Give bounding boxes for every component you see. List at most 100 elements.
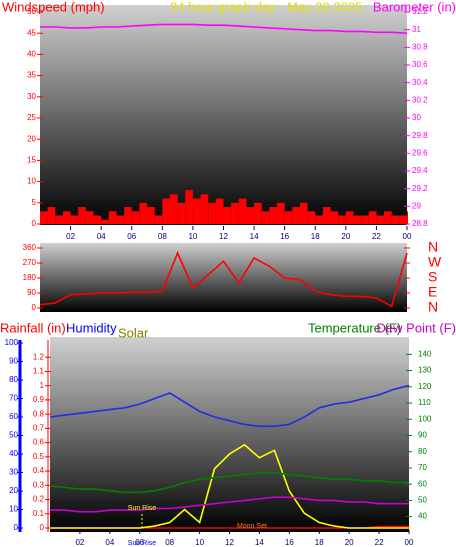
wind-bar: [353, 215, 362, 224]
y3-tick-label: 0.2: [33, 495, 45, 504]
y3-tick-label: 0.7: [33, 423, 45, 432]
y2-tick-label: 28.8: [412, 219, 428, 228]
wind-bar: [40, 211, 48, 224]
y-tick-label: 180: [23, 273, 37, 282]
wind-bar: [200, 194, 209, 224]
x-tick-label: 02: [75, 538, 84, 547]
y2-tick-label: 100: [418, 414, 432, 423]
y2-tick-label: 30.2: [412, 95, 428, 104]
wind-bar: [139, 202, 148, 224]
wind-bar: [292, 207, 300, 224]
wind-bar: [177, 202, 186, 224]
y2-tick-label: 29.4: [412, 166, 428, 175]
x-tick-label: 20: [341, 232, 350, 241]
wind-bar: [192, 198, 201, 224]
x-tick-label: 00: [405, 538, 414, 547]
x-tick-label: 10: [195, 538, 204, 547]
y2-tick-label: 29: [412, 201, 421, 210]
wind-bar: [116, 215, 125, 224]
wind-bar: [223, 207, 232, 224]
y-tick-label: 80: [9, 375, 18, 384]
y2-tick-label: 140: [418, 349, 432, 358]
y3-tick-label: 0.9: [33, 395, 45, 404]
y3-tick-label: 0.8: [33, 409, 45, 418]
wind-bar: [62, 211, 71, 224]
x-tick-label: 10: [188, 232, 197, 241]
wind-bar: [215, 198, 224, 224]
y3-tick-label: 0.1: [33, 509, 45, 518]
solar-header: Solar: [118, 325, 149, 340]
wind-bar: [384, 211, 392, 224]
x-tick-label: 22: [375, 538, 384, 547]
y-tick-label: 5: [32, 198, 37, 207]
wind-bar: [299, 202, 308, 224]
wind-bar: [147, 207, 155, 224]
wind-bar: [154, 215, 163, 224]
y2-tick-label: 50: [418, 496, 427, 505]
x-tick-label: 18: [315, 538, 324, 547]
wind-bar: [47, 207, 56, 224]
wind-bar: [277, 202, 285, 224]
y2-tick-label: 110: [418, 398, 431, 407]
x-tick-label: 20: [345, 538, 354, 547]
x-tick-label: 06: [135, 538, 144, 547]
y-tick-label: 40: [27, 50, 36, 59]
wind-bar: [101, 219, 109, 224]
wind-bar: [231, 202, 239, 224]
y2-tick-label: 31: [412, 25, 421, 34]
x-tick-label: 16: [280, 232, 289, 241]
plot-area-bottom: [50, 337, 409, 532]
x-tick-label: 12: [219, 232, 228, 241]
y-tick-label: 15: [27, 156, 36, 165]
annotation: Moon Set: [237, 523, 267, 530]
wind-bar: [391, 215, 400, 224]
y2-tick-label: 130: [418, 366, 432, 375]
x-tick-label: 22: [372, 232, 381, 241]
y-tick-label: 30: [9, 468, 18, 477]
y3-tick-label: 0.4: [33, 466, 45, 475]
y3-tick-label: 1: [40, 381, 45, 390]
y2-tick-label: 29.6: [412, 148, 428, 157]
y2-tick-label: 80: [418, 447, 427, 456]
series-line: [50, 496, 409, 513]
series-line: [49, 472, 409, 494]
wind-bar: [322, 207, 331, 224]
y-tick-label: 90: [9, 357, 18, 366]
y2-tick-label: 31.2: [412, 7, 428, 16]
x-tick-label: 00: [403, 232, 412, 241]
wind-bar: [246, 207, 255, 224]
y-tick-label: 360: [23, 243, 37, 252]
annotation: Sun Rise: [128, 505, 157, 512]
y2-tick-label: 30: [412, 113, 421, 122]
y-tick-label: 35: [27, 71, 36, 80]
wind-bar: [131, 211, 140, 224]
x-tick-label: 18: [311, 232, 320, 241]
plot-area-direction: [40, 243, 407, 312]
wind-bar: [70, 215, 79, 224]
wind-bar: [93, 215, 102, 224]
wind-bar: [376, 215, 385, 224]
x-tick-label: 06: [127, 232, 136, 241]
wind-bar: [307, 211, 316, 224]
y-tick-label: 10: [27, 177, 36, 186]
y-tick-label: 45: [27, 28, 36, 37]
x-tick-label: 02: [66, 232, 75, 241]
y-tick-label: 0: [32, 219, 37, 228]
y2-tick-label: 30.6: [412, 60, 428, 69]
series-line: [40, 23, 408, 34]
y-tick-label: 20: [27, 134, 36, 143]
wind-bar: [55, 215, 63, 224]
y3-tick-label: 0: [40, 523, 45, 532]
x-tick-label: 16: [285, 538, 294, 547]
y2-tick-label: 29.8: [412, 131, 428, 140]
windspeed-header: Windspeed (mph): [2, 0, 105, 14]
y2-tick-label: 70: [418, 463, 427, 472]
y2-tick-label: 40: [418, 512, 427, 521]
y-tick-label: 0: [14, 523, 19, 532]
y2-tick-label: S: [428, 269, 437, 285]
y-tick-label: 0: [32, 303, 37, 312]
x-tick-label: 14: [255, 538, 264, 547]
wind-bar: [124, 207, 132, 224]
y3-tick-label: 1.1: [33, 367, 45, 376]
y-tick-label: 40: [9, 449, 18, 458]
